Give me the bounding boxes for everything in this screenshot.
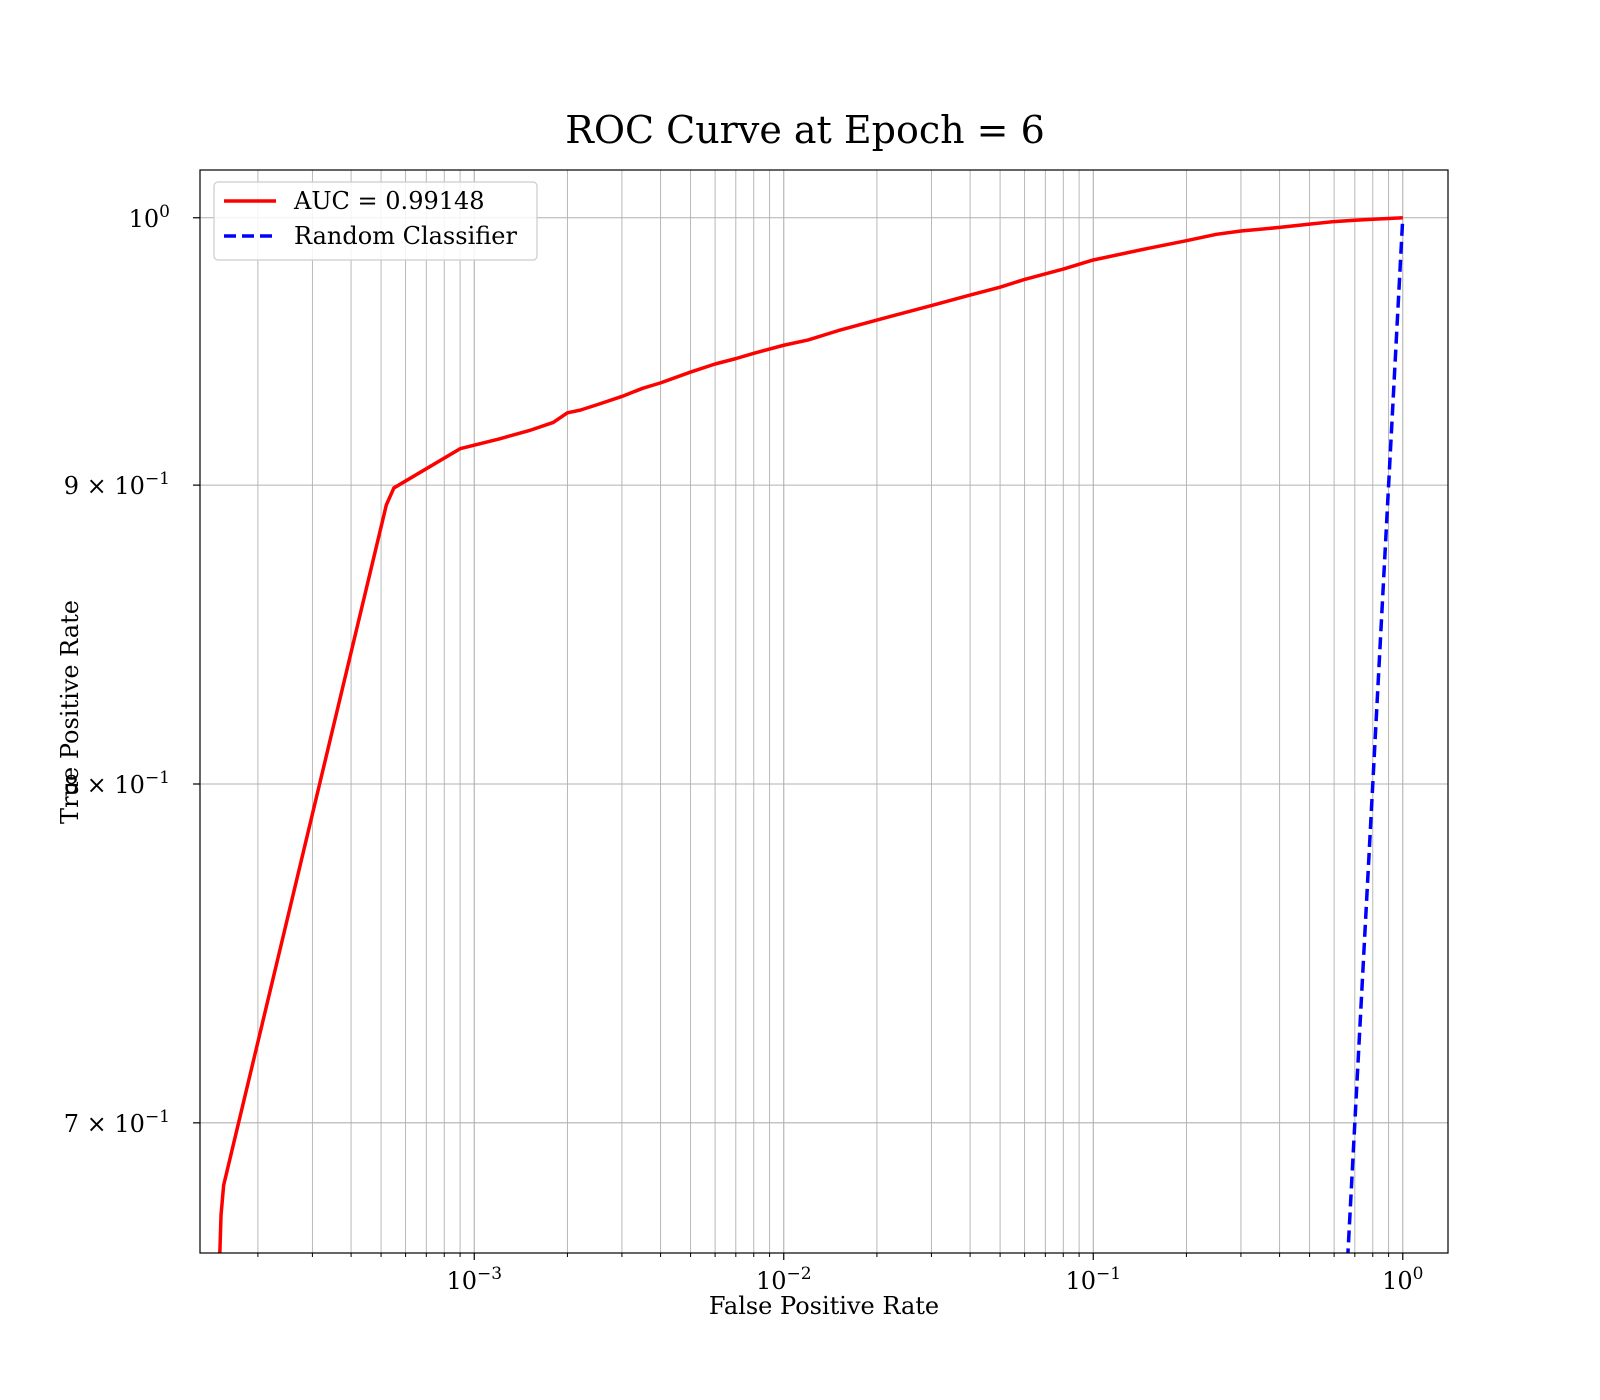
axis-ticks: 10−3 10−2 10−1 100 100 9 × 10−1 8 × 10−1 7 × 10… <box>64 202 1424 1295</box>
x-tick-label: 10−1 <box>1065 1264 1121 1295</box>
y-tick-label: 100 <box>129 202 170 233</box>
grid-lines <box>200 170 1448 1253</box>
x-axis-label: False Positive Rate <box>709 1292 939 1320</box>
legend: AUC = 0.99148 Random Classifier <box>213 181 538 261</box>
chart-title: ROC Curve at Epoch = 6 <box>565 108 1045 152</box>
y-tick-label: 9 × 10−1 <box>64 469 170 500</box>
series-line-random-classifier <box>1346 217 1405 1253</box>
x-tick-label: 10−3 <box>446 1264 502 1295</box>
x-tick-label: 100 <box>1382 1264 1423 1295</box>
legend-box <box>213 181 538 261</box>
y-tick-label: 7 × 10−1 <box>64 1107 170 1138</box>
series-line-auc <box>218 216 1403 1253</box>
plot-area <box>218 216 1405 1253</box>
y-axis-label: True Positive Rate <box>56 600 84 824</box>
plot-frame <box>199 169 1449 1254</box>
y-tick-label: 8 × 10−1 <box>64 768 170 799</box>
legend-label-random-classifier: Random Classifier <box>294 222 517 250</box>
x-tick-label: 10−2 <box>756 1264 812 1295</box>
legend-label-auc: AUC = 0.99148 <box>293 187 485 215</box>
